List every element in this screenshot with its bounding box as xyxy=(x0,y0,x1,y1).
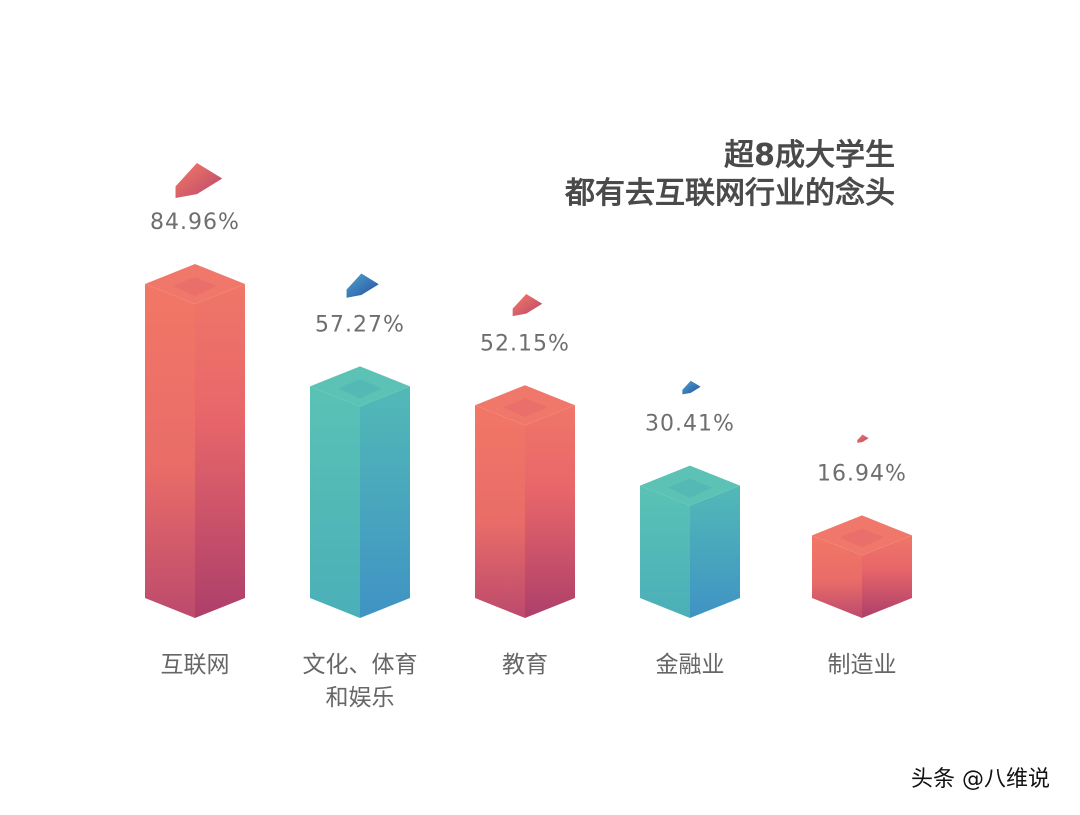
bar-1-left-face xyxy=(145,284,195,618)
value-label-2: 57.27% xyxy=(315,312,405,337)
gem-2 xyxy=(346,273,379,298)
bar-3 xyxy=(475,385,575,618)
gem-5 xyxy=(857,434,869,443)
value-label-3: 52.15% xyxy=(480,331,570,356)
value-label-5: 16.94% xyxy=(817,461,907,486)
bar-4-top-shade xyxy=(668,478,712,498)
gem-1 xyxy=(175,162,223,199)
category-label-4: 金融业 xyxy=(656,652,725,678)
bar-5-right-face xyxy=(862,535,912,618)
chart-title-line-1: 超8成大学生 xyxy=(724,138,895,173)
watermark: 头条 @八维说 xyxy=(911,767,1050,792)
bar-1 xyxy=(145,264,245,618)
bar-3-right-face xyxy=(525,405,575,618)
category-label-3: 教育 xyxy=(502,652,548,678)
bar-5-left-face xyxy=(812,535,862,618)
bar-5 xyxy=(812,515,912,618)
bar-3-left-face xyxy=(475,405,525,618)
bar-4-right-face xyxy=(690,485,740,618)
bar-2-left-face xyxy=(310,386,360,618)
bar-2-top-shade xyxy=(338,379,382,399)
value-label-4: 30.41% xyxy=(645,412,735,437)
bar-1-top-shade xyxy=(173,277,217,296)
bar-2-right-face xyxy=(360,386,410,618)
bar-4-left-face xyxy=(640,485,690,618)
bar-3-top-shade xyxy=(503,398,547,418)
gem-3 xyxy=(512,293,543,317)
category-label-2-line-2: 和娱乐 xyxy=(326,685,395,711)
chart-title-line-2: 都有去互联网行业的念头 xyxy=(564,176,895,211)
category-label-2-line-1: 文化、体育 xyxy=(303,652,418,678)
value-label-1: 84.96% xyxy=(150,210,240,235)
bar-5-top-shade xyxy=(840,528,884,548)
category-label-5: 制造业 xyxy=(828,652,897,678)
bar-4 xyxy=(640,465,740,618)
bar-1-right-face xyxy=(195,284,245,618)
category-label-1: 互联网 xyxy=(161,652,230,678)
bar-2 xyxy=(310,366,410,618)
gem-4 xyxy=(682,380,701,395)
